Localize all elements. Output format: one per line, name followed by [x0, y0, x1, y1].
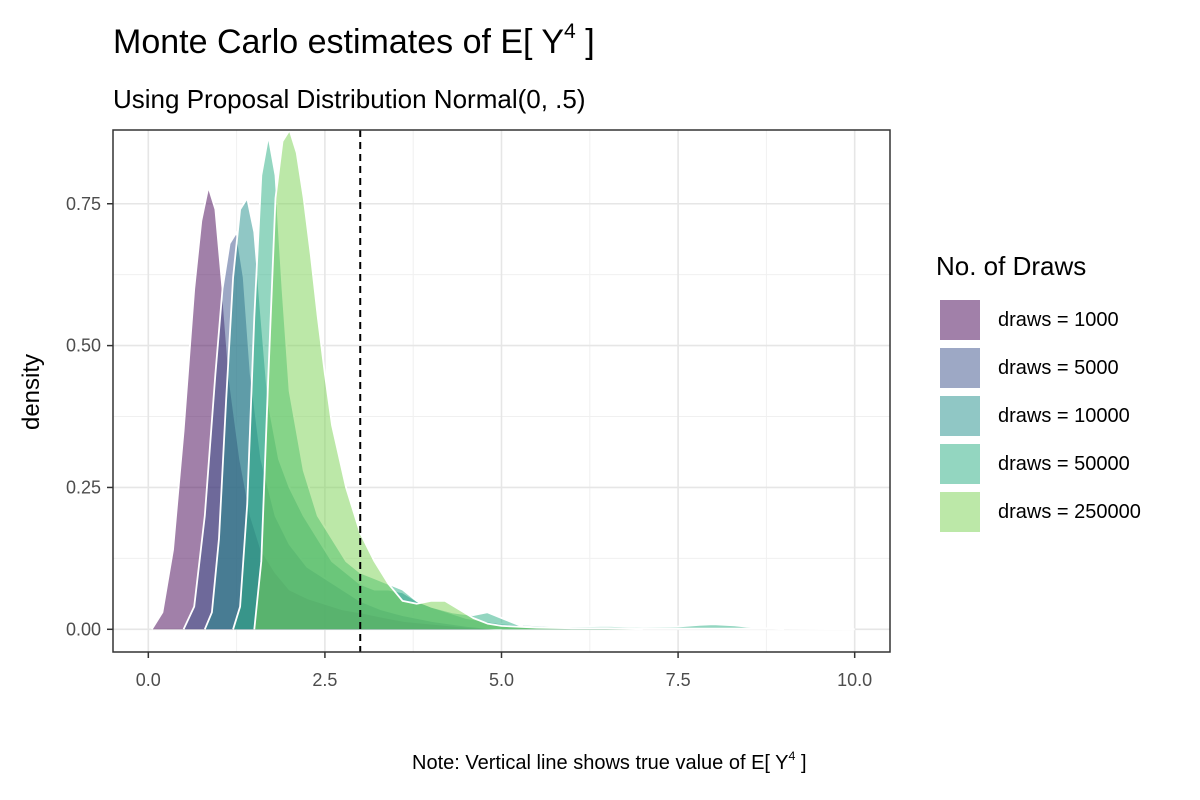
chart-caption: Note: Vertical line shows true value of …	[412, 748, 807, 778]
chart-subtitle: Using Proposal Distribution Normal(0, .5…	[113, 84, 586, 114]
legend-item: draws = 50000	[936, 440, 1141, 488]
caption-end: ]	[795, 752, 807, 774]
legend-label: draws = 50000	[998, 452, 1130, 475]
density-outline	[232, 134, 785, 631]
y-tick-label: 0.50	[66, 336, 101, 356]
density-areas	[151, 129, 855, 631]
x-tick-label: 0.0	[136, 670, 161, 690]
y-tick-label: 0.25	[66, 477, 101, 497]
chart-title-text: Monte Carlo estimates of E[ Y	[113, 23, 565, 61]
legend-swatch	[940, 348, 980, 388]
y-tick-label: 0.75	[66, 194, 101, 214]
legend-label: draws = 250000	[998, 500, 1141, 523]
legend-item: draws = 1000	[936, 296, 1141, 344]
legend-title: No. of Draws	[936, 251, 1087, 281]
legend-item: draws = 5000	[936, 344, 1141, 392]
legend-swatch	[940, 396, 980, 436]
y-tick-label: 0.00	[66, 619, 101, 639]
x-tick-label: 10.0	[837, 670, 872, 690]
legend-item: draws = 250000	[936, 488, 1141, 536]
legend-label: draws = 1000	[998, 308, 1119, 331]
legend-item: draws = 10000	[936, 392, 1141, 440]
chart-title: Monte Carlo estimates of E[ Y4 ]	[113, 20, 595, 64]
chart-title-superscript: 4	[564, 19, 576, 43]
legend-label: draws = 10000	[998, 404, 1130, 427]
density-area	[254, 130, 855, 630]
x-tick-label: 2.5	[312, 670, 337, 690]
x-tick-label: 5.0	[489, 670, 514, 690]
legend: No. of Draws draws = 1000 draws = 5000 d…	[936, 248, 1141, 536]
legend-swatch	[940, 300, 980, 340]
axes: 0.0 2.5 5.0 7.5 10.0 0.00 0.25 0.50 0.75	[66, 194, 872, 690]
caption-superscript: 4	[788, 749, 796, 764]
caption-text: Note: Vertical line shows true value of …	[412, 752, 789, 774]
x-tick-label: 7.5	[666, 670, 691, 690]
legend-swatch	[940, 444, 980, 484]
legend-swatch	[940, 492, 980, 532]
chart-title-end: ]	[575, 23, 595, 61]
legend-label: draws = 5000	[998, 356, 1119, 379]
